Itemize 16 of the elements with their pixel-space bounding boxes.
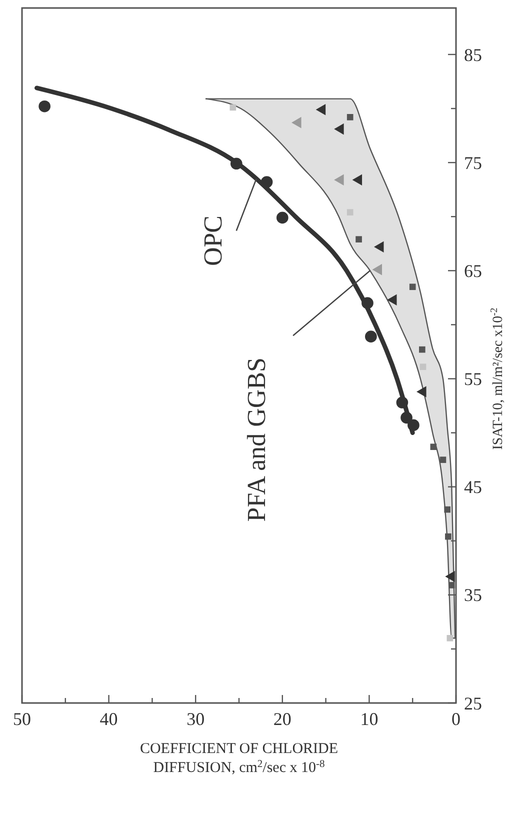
annotation: OPC (198, 215, 228, 266)
x-tick-label: 40 (100, 709, 118, 729)
x-tick-label: 0 (452, 709, 460, 729)
x-axis-title: COEFFICIENT OF CHLORIDE DIFFUSION, cm$^{2}$/sec x 10$^{-8}$ (140, 741, 338, 776)
x-tick-label: 20 (273, 709, 292, 729)
x-tick-label: 10 (360, 709, 378, 729)
x-tick-label: 30 (186, 709, 205, 729)
y-tick-label: 65 (464, 260, 482, 281)
y-tick-label: 25 (464, 693, 482, 714)
y-tick-label: 35 (464, 585, 482, 606)
annotation: PFA and GGBS (242, 358, 272, 522)
x-tick-label: 50 (13, 709, 31, 729)
y-tick-label: 75 (464, 152, 482, 173)
y-tick-label: 85 (464, 44, 482, 65)
y-tick-label: 45 (464, 477, 482, 498)
y-tick-label: 55 (464, 369, 482, 390)
